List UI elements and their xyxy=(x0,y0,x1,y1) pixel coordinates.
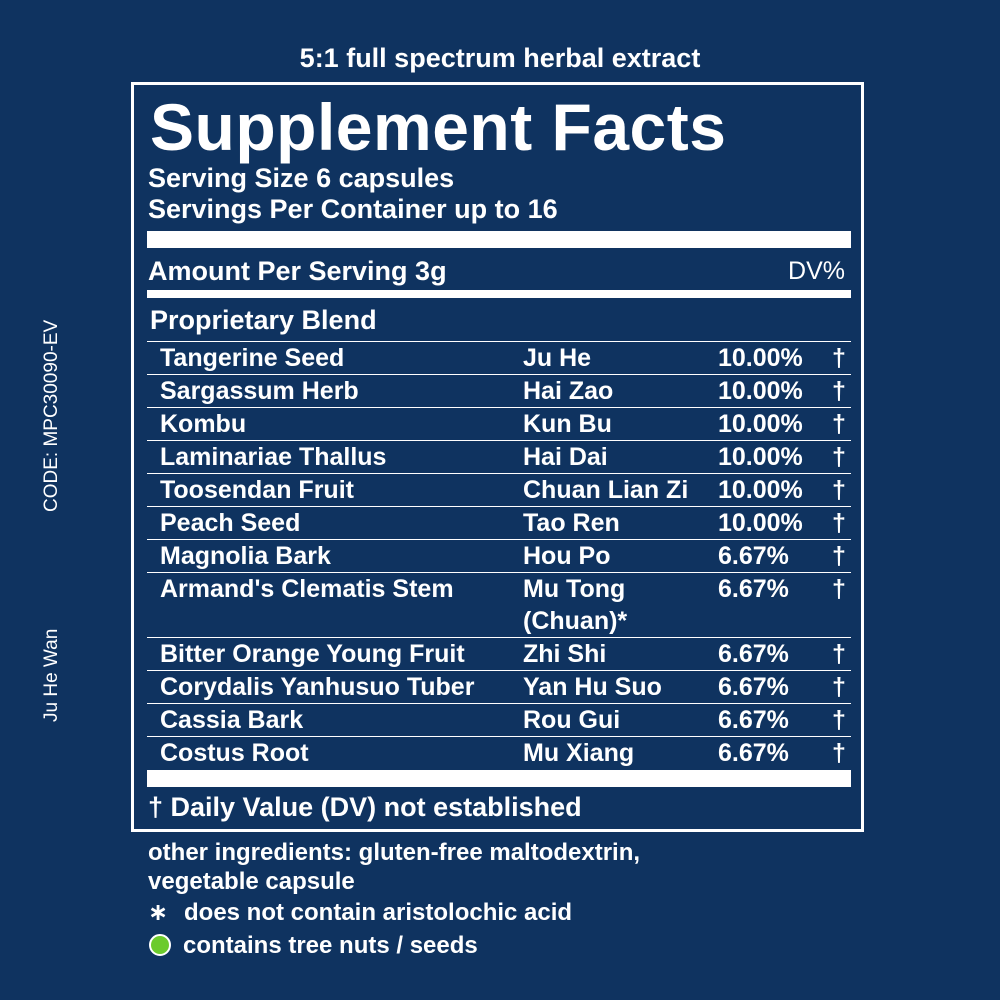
tree-nut-text: contains tree nuts / seeds xyxy=(183,932,478,959)
ingredient-percent: 10.00% xyxy=(718,476,803,504)
panel-title: Supplement Facts xyxy=(150,90,727,164)
dagger-mark: † xyxy=(832,377,846,405)
bottom-divider xyxy=(147,770,851,787)
thick-divider xyxy=(147,231,851,248)
ingredient-percent: 6.67% xyxy=(718,706,789,734)
ingredient-name: Laminariae Thallus xyxy=(160,443,387,471)
dagger-mark: † xyxy=(832,410,846,438)
ingredient-row: Tangerine Seed Ju He 10.00% † xyxy=(147,341,851,374)
ingredient-pinyin: Hou Po xyxy=(523,542,611,570)
ingredient-name: Bitter Orange Young Fruit xyxy=(160,640,465,668)
ingredient-percent: 10.00% xyxy=(718,344,803,372)
medium-divider xyxy=(147,290,851,298)
aristolochic-note: ∗ does not contain aristolochic acid xyxy=(148,898,572,928)
product-tagline: 5:1 full spectrum herbal extract xyxy=(299,43,701,73)
dv-header: DV% xyxy=(788,257,845,285)
dagger-mark: † xyxy=(832,476,846,504)
ingredient-row: Kombu Kun Bu 10.00% † xyxy=(147,407,851,440)
dagger-mark: † xyxy=(832,542,846,570)
ingredient-name: Costus Root xyxy=(160,739,309,767)
ingredient-percent: 10.00% xyxy=(718,509,803,537)
ingredient-name: Sargassum Herb xyxy=(160,377,359,405)
ingredient-name: Peach Seed xyxy=(160,509,301,537)
ingredient-name: Toosendan Fruit xyxy=(160,476,354,504)
dv-footnote: † Daily Value (DV) not established xyxy=(148,792,582,822)
ingredient-pinyin: Chuan Lian Zi xyxy=(523,476,689,504)
ingredient-row: Costus Root Mu Xiang 6.67% † xyxy=(147,736,851,769)
ingredient-pinyin: Zhi Shi xyxy=(523,640,607,668)
ingredient-row: Peach Seed Tao Ren 10.00% † xyxy=(147,506,851,539)
ingredient-name: Tangerine Seed xyxy=(160,344,345,372)
ingredient-name: Corydalis Yanhusuo Tuber xyxy=(160,673,475,701)
other-ingredients-line1: other ingredients: gluten-free maltodext… xyxy=(148,839,641,866)
product-name: Ju He Wan xyxy=(41,628,62,722)
ingredient-name: Cassia Bark xyxy=(160,706,304,734)
ingredient-row: Magnolia Bark Hou Po 6.67% † xyxy=(147,539,851,572)
amount-per-serving: Amount Per Serving 3g xyxy=(148,256,447,286)
ingredient-percent: 6.67% xyxy=(718,640,789,668)
asterisk-icon: ∗ xyxy=(148,899,169,926)
ingredient-pinyin: Mu Xiang xyxy=(523,739,635,767)
green-dot-icon xyxy=(149,934,171,956)
serving-size: Serving Size 6 capsules xyxy=(148,163,455,193)
ingredient-name: Armand's Clematis Stem xyxy=(160,575,454,603)
dagger-mark: † xyxy=(832,443,846,471)
dagger-mark: † xyxy=(832,673,846,701)
ingredient-list: Tangerine Seed Ju He 10.00% † Sargassum Herb… xyxy=(147,341,851,769)
ingredient-percent: 10.00% xyxy=(718,377,803,405)
ingredient-row: Laminariae Thallus Hai Dai 10.00% † xyxy=(147,440,851,473)
ingredient-name: Magnolia Bark xyxy=(160,542,331,570)
ingredient-percent: 6.67% xyxy=(718,739,789,767)
blend-title: Proprietary Blend xyxy=(150,305,377,335)
ingredient-pinyin: Hai Zao xyxy=(523,377,614,405)
dagger-mark: † xyxy=(832,509,846,537)
ingredient-row: Bitter Orange Young Fruit Zhi Shi 6.67% † xyxy=(147,637,851,670)
ingredient-pinyin: Rou Gui xyxy=(523,706,621,734)
ingredient-row: Toosendan Fruit Chuan Lian Zi 10.00% † xyxy=(147,473,851,506)
tree-nut-note: contains tree nuts / seeds xyxy=(148,931,478,961)
product-code: CODE: MPC30090-EV xyxy=(41,319,62,512)
other-ingredients: other ingredients: gluten-free maltodext… xyxy=(148,838,848,896)
dagger-mark: † xyxy=(832,640,846,668)
ingredient-pinyin: Kun Bu xyxy=(523,410,612,438)
ingredient-pinyin: Hai Dai xyxy=(523,443,608,471)
ingredient-percent: 10.00% xyxy=(718,410,803,438)
ingredient-pinyin: Ju He xyxy=(523,344,592,372)
ingredient-pinyin-line2: (Chuan)* xyxy=(523,607,628,635)
ingredient-row: Corydalis Yanhusuo Tuber Yan Hu Suo 6.67% † xyxy=(147,670,851,703)
dagger-mark: † xyxy=(832,575,846,603)
other-ingredients-line2: vegetable capsule xyxy=(148,868,355,895)
ingredient-row: Cassia Bark Rou Gui 6.67% † xyxy=(147,703,851,736)
ingredient-row: Armand's Clematis Stem Mu Tong 6.67% † (Chua… xyxy=(147,572,851,637)
dagger-mark: † xyxy=(832,739,846,767)
ingredient-row: Sargassum Herb Hai Zao 10.00% † xyxy=(147,374,851,407)
ingredient-percent: 6.67% xyxy=(718,542,789,570)
supplement-facts-panel: Supplement Facts Serving Size 6 capsules… xyxy=(131,82,864,832)
ingredient-percent: 10.00% xyxy=(718,443,803,471)
dagger-mark: † xyxy=(832,706,846,734)
ingredient-percent: 6.67% xyxy=(718,575,789,603)
ingredient-pinyin: Mu Tong xyxy=(523,575,626,603)
aristolochic-text: does not contain aristolochic acid xyxy=(184,899,573,926)
ingredient-percent: 6.67% xyxy=(718,673,789,701)
ingredient-pinyin: Tao Ren xyxy=(523,509,620,537)
servings-per-container: Servings Per Container up to 16 xyxy=(148,194,558,224)
dagger-mark: † xyxy=(832,344,846,372)
ingredient-pinyin: Yan Hu Suo xyxy=(523,673,662,701)
ingredient-name: Kombu xyxy=(160,410,247,438)
